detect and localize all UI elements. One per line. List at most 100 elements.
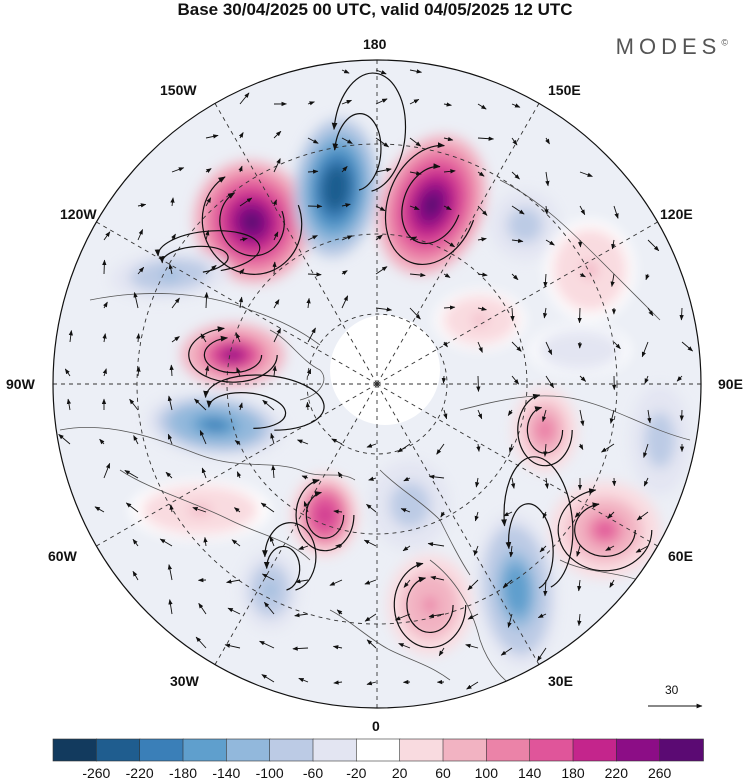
- coastline: [89, 293, 321, 346]
- wind-vector: [467, 613, 479, 620]
- colorbar-label: -140: [212, 765, 241, 781]
- wind-vector: [307, 235, 318, 241]
- wind-vector: [427, 542, 445, 547]
- wind-vector: [294, 613, 309, 618]
- wind-vector: [511, 238, 524, 243]
- wind-vector: [443, 102, 452, 107]
- wind-vector: [264, 601, 275, 615]
- meridian-line: [214, 103, 378, 385]
- wind-vector: [137, 266, 145, 275]
- wind-vector: [331, 438, 343, 445]
- lon-label-60e: 60E: [668, 548, 693, 564]
- wind-vector: [644, 375, 649, 384]
- wind-vector: [542, 409, 547, 423]
- wind-vector: [295, 579, 309, 584]
- wind-vector: [272, 199, 277, 207]
- wind-vector: [441, 375, 447, 384]
- wind-vector: [409, 137, 422, 147]
- wind-vector: [273, 299, 280, 309]
- wind-vector: [341, 235, 353, 241]
- colorbar-swatch: [399, 738, 444, 762]
- wind-vector: [103, 231, 111, 241]
- wind-vector: [341, 99, 353, 105]
- lon-label-90w: 90W: [6, 376, 35, 392]
- wind-vector: [133, 291, 139, 309]
- wind-vector: [236, 367, 241, 377]
- wind-vector: [443, 409, 448, 420]
- wind-vector: [579, 205, 586, 216]
- wind-vector: [205, 168, 212, 174]
- wind-vector: [636, 511, 649, 521]
- wind-vector: [341, 69, 350, 74]
- wind-vector: [194, 398, 207, 411]
- anomaly-contour: [571, 345, 589, 355]
- wind-vector: [235, 332, 241, 343]
- wind-vector: [545, 137, 550, 145]
- wind-vector: [205, 229, 210, 241]
- wind-vector: [364, 579, 377, 585]
- wind-vector: [259, 640, 275, 649]
- wind-vector: [260, 502, 275, 513]
- wind-vector: [466, 681, 479, 690]
- wind-vector: [394, 613, 411, 621]
- wind-vector: [681, 341, 694, 352]
- wind-vector: [409, 99, 420, 105]
- streamlines: [154, 72, 653, 649]
- wind-vector: [643, 443, 649, 459]
- meridian-line: [376, 221, 658, 385]
- wind-vector: [544, 477, 549, 489]
- wind-vector: [543, 273, 548, 288]
- lon-label-150w: 150W: [160, 82, 197, 98]
- wind-vector: [443, 305, 456, 310]
- wind-vector: [167, 564, 173, 581]
- wind-vector: [510, 307, 515, 322]
- streamline: [295, 478, 355, 552]
- wind-vector: [613, 205, 619, 219]
- coastline: [459, 395, 691, 441]
- wind-vector: [375, 137, 390, 148]
- wind-vector: [273, 158, 281, 173]
- streamline: [203, 374, 325, 431]
- wind-vector: [169, 504, 174, 513]
- wind-vector: [537, 647, 547, 662]
- wind-vector: [409, 272, 426, 278]
- anomaly-contour: [595, 522, 615, 538]
- wind-vector: [375, 69, 387, 75]
- wind-vector: [298, 545, 309, 550]
- wind-vector: [476, 375, 481, 392]
- wind-vector: [477, 205, 488, 216]
- wind-vector: [503, 511, 513, 517]
- wind-vector: [269, 536, 275, 547]
- coastline: [329, 609, 451, 681]
- lon-label-90e: 90E: [718, 376, 743, 392]
- wind-vector: [474, 511, 479, 522]
- wind-vector: [375, 167, 392, 173]
- wind-vector: [577, 613, 582, 627]
- wind-vector: [64, 368, 71, 377]
- wind-vector: [272, 261, 277, 275]
- wind-vector: [475, 477, 480, 488]
- wind-vector: [102, 368, 107, 377]
- wind-vector: [336, 609, 343, 615]
- wind-vector: [205, 265, 217, 275]
- wind-vector: [409, 205, 420, 210]
- wind-vector: [635, 545, 649, 553]
- wind-vector: [303, 500, 309, 513]
- anomaly-contour: [242, 211, 262, 233]
- colorbar-swatch: [269, 738, 314, 762]
- wind-vector: [333, 680, 343, 685]
- wind-vector: [102, 259, 107, 275]
- wind-vector: [307, 169, 319, 174]
- wind-vector: [192, 507, 207, 513]
- streamline: [393, 562, 467, 649]
- wind-vector: [500, 647, 513, 656]
- wind-vector: [125, 502, 139, 513]
- colorbar-swatch: [442, 738, 488, 762]
- wind-vector: [511, 137, 518, 146]
- wind-vector: [68, 329, 73, 343]
- streamline: [332, 113, 382, 191]
- wind-vector: [170, 197, 175, 207]
- anomaly-contour: [160, 270, 180, 280]
- colorbar-label: -260: [82, 765, 111, 781]
- wind-vector: [509, 545, 514, 558]
